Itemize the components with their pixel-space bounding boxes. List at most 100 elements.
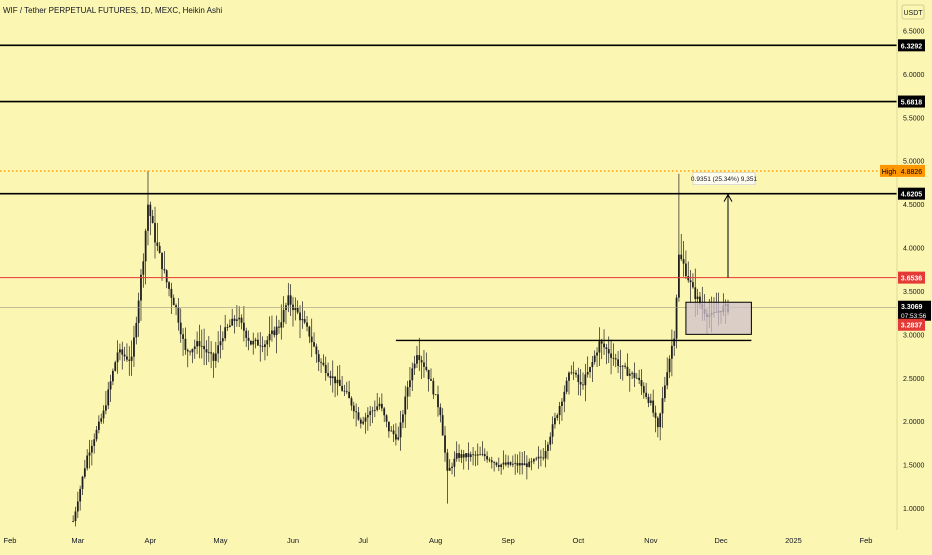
candle-body — [558, 405, 561, 416]
candle-body — [114, 362, 117, 371]
candle-body — [596, 352, 598, 356]
x-tick-label: Dec — [714, 536, 728, 545]
candle-body — [177, 307, 180, 323]
candle-body — [142, 261, 145, 275]
candle-body — [528, 461, 531, 467]
candle-body — [532, 459, 535, 462]
candle-body — [104, 405, 107, 411]
candle-body — [699, 296, 701, 305]
candle-body — [175, 305, 177, 308]
candle-body — [561, 401, 563, 406]
candle-body — [102, 410, 105, 419]
candle-body — [331, 376, 334, 379]
candle-body — [191, 349, 194, 353]
candle-body — [402, 414, 404, 423]
candle-body — [486, 456, 489, 460]
candle-body — [226, 327, 229, 328]
candle-body — [547, 444, 549, 451]
candle-body — [383, 408, 386, 416]
candle-body — [675, 297, 678, 339]
candle-body — [687, 276, 690, 281]
candle-body — [140, 274, 142, 301]
candle-body — [446, 452, 449, 471]
candle-body — [320, 361, 322, 363]
candle-body — [525, 463, 528, 467]
x-tick-label: Feb — [4, 536, 17, 545]
candle-body — [137, 300, 140, 323]
x-tick-label: Apr — [144, 536, 156, 545]
candle-body — [582, 384, 584, 386]
candle-body — [135, 322, 138, 338]
candle-body — [240, 317, 243, 323]
candle-body — [472, 454, 474, 456]
x-tick-label: Feb — [860, 536, 873, 545]
candle-body — [392, 430, 395, 435]
low-marker-label: 3.2837 — [901, 323, 923, 330]
candle-body — [170, 288, 173, 298]
candle-body — [72, 521, 75, 522]
candle-body — [95, 429, 98, 440]
candle-body — [635, 377, 638, 379]
x-tick-label: 2025 — [785, 536, 802, 545]
candle-body — [603, 343, 605, 348]
y-tick-label: 6.5000 — [903, 29, 925, 36]
y-tick-label: 4.5000 — [903, 202, 925, 209]
candle-body — [511, 463, 514, 465]
candle-body — [638, 377, 641, 381]
candle-body — [677, 254, 680, 298]
candle-body — [364, 417, 367, 422]
y-tick-label: 4.0000 — [903, 246, 925, 253]
candle-body — [292, 304, 294, 311]
candle-body — [306, 322, 308, 327]
candle-body — [313, 342, 315, 347]
candle-body — [612, 357, 615, 359]
candle-body — [448, 467, 451, 471]
candle-body — [233, 318, 236, 321]
candle-body — [614, 358, 617, 360]
candle-body — [217, 345, 220, 354]
candle-body — [413, 363, 416, 369]
candle-body — [207, 352, 210, 354]
candle-body — [518, 463, 521, 466]
candle-body — [387, 421, 390, 432]
candle-body — [76, 501, 79, 512]
candle-body — [271, 330, 273, 334]
candle-body — [88, 452, 91, 456]
candle-body — [266, 340, 269, 345]
candle-body — [119, 349, 121, 353]
candle-body — [406, 387, 409, 397]
candle-body — [315, 346, 318, 355]
candle-body — [509, 462, 512, 465]
candle-body — [352, 405, 355, 412]
candle-body — [193, 346, 196, 350]
candle-body — [628, 373, 631, 376]
candle-body — [79, 488, 82, 502]
candle-body — [81, 476, 84, 489]
candle-body — [221, 338, 224, 342]
candle-body — [656, 417, 659, 428]
candle-body — [341, 385, 344, 391]
candle-body — [182, 334, 184, 339]
candle-body — [322, 362, 325, 365]
x-tick-label: Oct — [572, 536, 585, 545]
candle-body — [514, 462, 517, 464]
candle-body — [294, 307, 297, 311]
x-tick-label: Mar — [71, 536, 84, 545]
candle-body — [301, 319, 304, 321]
candle-body — [219, 341, 222, 346]
candle-body — [570, 372, 573, 374]
levels-group — [0, 44, 897, 309]
candle-body — [647, 396, 650, 403]
currency-button[interactable] — [901, 4, 925, 20]
candle-body — [90, 445, 93, 453]
candle-body — [299, 312, 301, 321]
drawings-group: 0.9351 (25.34%) 9,351 — [395, 172, 757, 342]
x-tick-label: Jun — [287, 536, 299, 545]
y-axis[interactable]: 1.0000 1.5000 2.0000 2.5000 3.0000 3.5000 4.00… — [903, 29, 925, 514]
candle-body — [343, 390, 346, 392]
x-axis[interactable]: Feb Mar Apr May Jun Jul Aug Sep Oct Nov Dec 2025 Feb — [4, 536, 873, 545]
high-value-bg — [898, 164, 925, 177]
candle-body — [680, 254, 683, 260]
candle-body — [654, 412, 657, 418]
